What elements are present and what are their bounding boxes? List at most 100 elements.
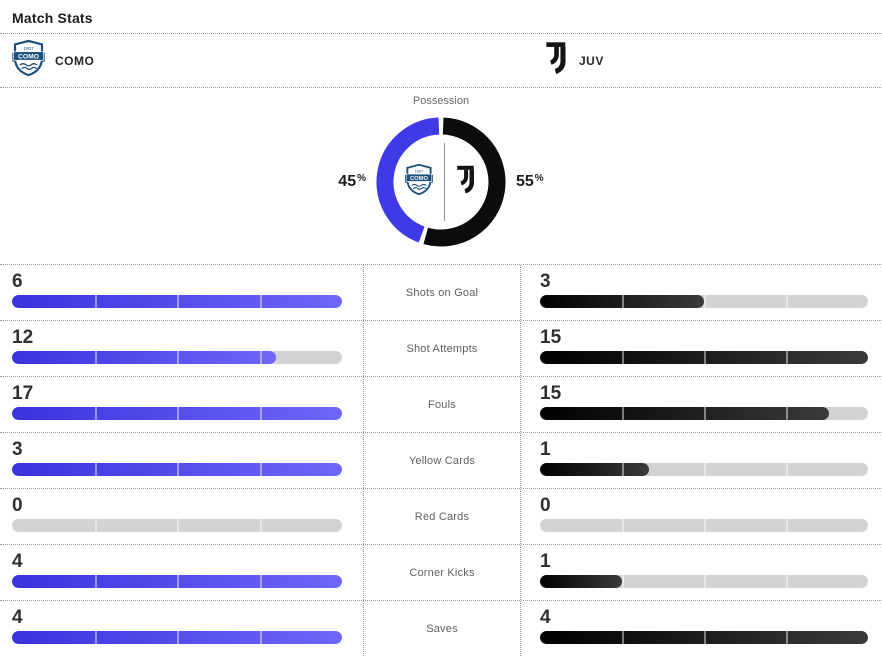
home-stat-bar-fill xyxy=(12,631,342,644)
bar-segment-divider xyxy=(94,407,97,420)
home-stat-bar-fill xyxy=(12,575,342,588)
possession-arc-home xyxy=(376,117,440,243)
bar-segment-divider xyxy=(94,351,97,364)
donut-center: 1907 COMO xyxy=(376,117,506,247)
stat-row: 17 Fouls 15 xyxy=(0,376,882,432)
team-away[interactable]: JUV xyxy=(441,40,882,81)
home-stat-bar xyxy=(12,519,342,532)
home-stat-bar-fill xyxy=(12,407,342,420)
possession-away-value: 55 xyxy=(516,173,534,190)
home-stat-bar xyxy=(12,295,342,308)
bar-segment-divider xyxy=(786,463,788,476)
svg-text:1907: 1907 xyxy=(23,46,34,51)
possession-home-pct: 45% xyxy=(338,173,366,191)
bar-segment-divider xyxy=(786,351,788,364)
home-stat-value: 12 xyxy=(12,327,34,348)
stat-label: Shots on Goal xyxy=(405,286,479,299)
bar-segment-divider xyxy=(177,407,179,420)
away-stat-cell: 4 xyxy=(521,601,882,656)
bar-segment-divider xyxy=(786,519,788,532)
away-stat-value: 1 xyxy=(540,551,551,572)
away-stat-bar-fill xyxy=(540,407,830,420)
bar-segment-divider xyxy=(622,463,624,476)
bar-segment-divider xyxy=(259,295,262,308)
bar-segment-divider xyxy=(704,575,706,588)
away-stat-cell: 1 xyxy=(521,545,882,600)
bar-segment-divider xyxy=(704,351,706,364)
away-stat-bar xyxy=(540,519,868,532)
bar-segment-divider xyxy=(259,407,262,420)
stat-label-cell: Red Cards xyxy=(363,489,521,544)
bar-segment-divider xyxy=(177,519,179,532)
stat-label-cell: Saves xyxy=(363,601,521,656)
away-stat-value: 1 xyxy=(540,439,551,460)
possession-section: Possession 45% 1907 C xyxy=(0,88,882,264)
home-stat-value: 3 xyxy=(12,439,23,460)
away-stat-bar xyxy=(540,631,868,644)
away-stat-value: 0 xyxy=(540,495,551,516)
svg-text:1907: 1907 xyxy=(415,169,424,174)
away-stat-value: 15 xyxy=(540,327,562,348)
stat-label: Red Cards xyxy=(414,510,470,523)
bar-segment-divider xyxy=(704,519,706,532)
away-stat-bar xyxy=(540,407,868,420)
bar-segment-divider xyxy=(94,575,97,588)
away-stat-bar-fill xyxy=(540,463,650,476)
away-stat-value: 3 xyxy=(540,271,551,292)
away-stat-cell: 1 xyxy=(521,433,882,488)
home-stat-cell: 4 xyxy=(0,601,363,656)
bar-segment-divider xyxy=(177,295,179,308)
home-stat-value: 4 xyxy=(12,551,23,572)
possession-donut-row: 45% 1907 COMO xyxy=(0,117,882,247)
home-stat-value: 17 xyxy=(12,383,34,404)
home-stat-bar xyxy=(12,407,342,420)
stat-row: 4 Saves 4 xyxy=(0,600,882,656)
bar-segment-divider xyxy=(622,631,624,644)
svg-text:COMO: COMO xyxy=(410,176,429,182)
home-stat-bar xyxy=(12,463,342,476)
away-stat-cell: 0 xyxy=(521,489,882,544)
away-stat-bar xyxy=(540,463,868,476)
home-stat-cell: 17 xyxy=(0,377,363,432)
bar-segment-divider xyxy=(94,295,97,308)
stat-label: Fouls xyxy=(428,398,456,411)
possession-away-pct: 55% xyxy=(516,173,544,191)
bar-segment-divider xyxy=(786,407,788,420)
away-stat-value: 4 xyxy=(540,607,551,628)
bar-segment-divider xyxy=(177,631,179,644)
stat-row: 4 Corner Kicks 1 xyxy=(0,544,882,600)
stat-label-cell: Shots on Goal xyxy=(363,265,521,320)
stat-row: 12 Shot Attempts 15 xyxy=(0,320,882,376)
bar-segment-divider xyxy=(177,575,179,588)
team-away-name: JUV xyxy=(579,53,604,68)
home-stat-bar xyxy=(12,575,342,588)
como-crest-icon: 1907 COMO xyxy=(405,163,433,200)
possession-home-value: 45 xyxy=(338,173,357,190)
possession-donut-chart: 1907 COMO xyxy=(376,117,506,247)
stat-label-cell: Shot Attempts xyxy=(363,321,521,376)
home-stat-bar-fill xyxy=(12,463,342,476)
como-crest-icon: 1907 COMO xyxy=(12,39,45,81)
possession-title: Possession xyxy=(412,95,470,107)
bar-segment-divider xyxy=(622,351,624,364)
stat-label-cell: Yellow Cards xyxy=(363,433,521,488)
bar-segment-divider xyxy=(622,575,624,588)
bar-segment-divider xyxy=(94,631,97,644)
team-home[interactable]: 1907 COMO COMO xyxy=(0,39,441,81)
donut-center-divider xyxy=(444,143,445,221)
home-stat-bar-fill xyxy=(12,351,276,364)
bar-segment-divider xyxy=(786,575,788,588)
away-stat-cell: 15 xyxy=(521,377,882,432)
home-stat-value: 6 xyxy=(12,271,23,292)
bar-segment-divider xyxy=(786,631,788,644)
stat-label-cell: Corner Kicks xyxy=(363,545,521,600)
stat-label: Shot Attempts xyxy=(406,342,478,355)
percent-sign: % xyxy=(534,173,544,184)
away-stat-value: 15 xyxy=(540,383,562,404)
home-stat-cell: 12 xyxy=(0,321,363,376)
away-stat-bar xyxy=(540,575,868,588)
panel-header: Match Stats xyxy=(0,0,882,34)
bar-segment-divider xyxy=(259,351,262,364)
juventus-logo-icon xyxy=(456,164,477,200)
